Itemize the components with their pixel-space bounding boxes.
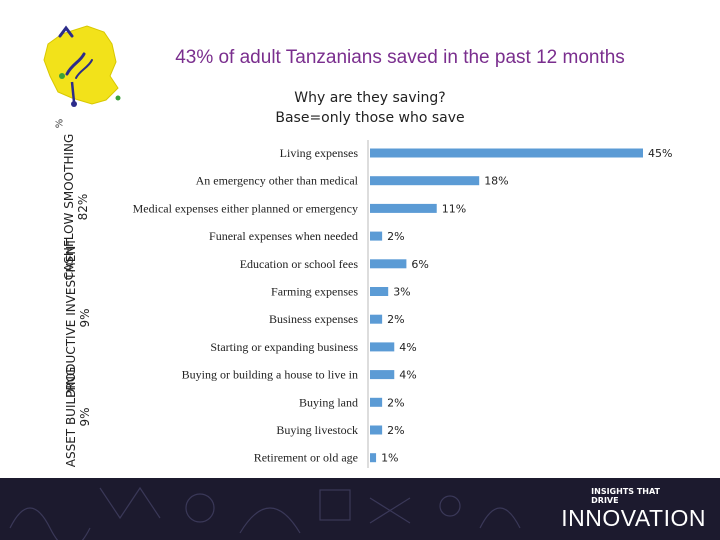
category-label: Buying or building a house to live in	[182, 368, 358, 382]
category-label: Buying livestock	[276, 423, 358, 437]
chart-subtitle-line1: Why are they saving?	[294, 90, 446, 106]
category-label: Retirement or old age	[254, 451, 358, 465]
bar	[370, 314, 383, 324]
bar	[370, 453, 377, 463]
slide-title: 43% of adult Tanzanians saved in the pas…	[175, 47, 625, 68]
category-label: Living expenses	[280, 146, 359, 160]
data-label: 1%	[381, 452, 398, 465]
footer-doodle-pattern	[9, 486, 521, 540]
tanzania-map-icon	[43, 25, 121, 107]
category-label: Funeral expenses when needed	[209, 229, 358, 243]
data-label: 4%	[399, 369, 416, 382]
category-label: Buying land	[299, 395, 358, 409]
data-label: 3%	[393, 286, 410, 299]
bar	[370, 425, 383, 435]
category-label: Medical expenses either planned or emerg…	[133, 201, 358, 215]
chart-subtitle-line2: Base=only those who save	[275, 110, 465, 126]
data-label: 2%	[387, 424, 404, 437]
bar	[370, 397, 383, 407]
category-label: Education or school fees	[240, 257, 359, 271]
bar	[370, 342, 395, 352]
data-label: 4%	[399, 341, 416, 354]
category-label: Business expenses	[269, 312, 358, 326]
data-label: 2%	[387, 396, 404, 409]
data-label: 6%	[411, 258, 428, 271]
data-label: 11%	[442, 202, 466, 215]
data-label: 2%	[387, 230, 404, 243]
footer-tagline: INSIGHTS THAT DRIVE	[591, 487, 660, 505]
data-label: 45%	[648, 147, 672, 160]
bar	[370, 176, 480, 186]
bar	[370, 259, 407, 269]
bar	[370, 148, 643, 158]
category-label: An emergency other than medical	[196, 174, 359, 188]
category-label: Farming expenses	[271, 285, 358, 299]
footer-tagline-line2: DRIVE	[591, 496, 619, 505]
bar	[370, 370, 395, 380]
data-label: 2%	[387, 313, 404, 326]
bar	[370, 287, 389, 296]
footer-brand-logo: INNOVATION	[561, 505, 706, 531]
savings-reasons-bar-chart: Living expenses An emergency other than m…	[133, 140, 672, 468]
bar	[370, 203, 437, 213]
footer-tagline-line1: INSIGHTS THAT	[591, 487, 660, 496]
category-label: Starting or expanding business	[210, 340, 358, 354]
footer-banner: INSIGHTS THAT DRIVE INNOVATION	[0, 478, 720, 540]
bar	[370, 231, 383, 241]
data-label: 18%	[484, 175, 508, 188]
chart-subtitle: Why are they saving? Base=only those who…	[270, 88, 470, 128]
